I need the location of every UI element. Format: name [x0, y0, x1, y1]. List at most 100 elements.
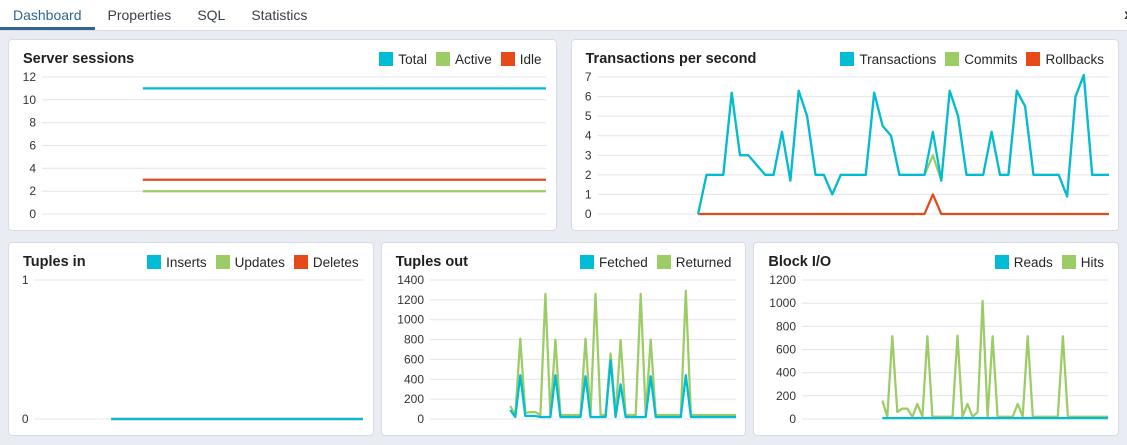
panel-transactions-per-second: Transactions per second Transactions Com… [570, 39, 1119, 231]
svg-text:800: 800 [404, 333, 424, 347]
legend-label: Reads [1013, 254, 1053, 270]
legend-label: Idle [519, 51, 542, 67]
close-icon[interactable]: x [1124, 6, 1127, 22]
legend-swatch-returned [656, 255, 671, 269]
panel-header: Transactions per second Transactions Com… [572, 40, 1119, 69]
legend-item-idle: Idle [500, 51, 542, 67]
panel-header: Server sessions Total Active Idle [9, 40, 556, 69]
svg-text:7: 7 [584, 70, 591, 84]
svg-text:10: 10 [23, 93, 37, 107]
legend: Transactions Commits Rollbacks [840, 52, 1104, 67]
svg-text:1000: 1000 [397, 313, 424, 327]
svg-text:2: 2 [584, 168, 591, 182]
block-io-chart: 0 200 400 600 800 1000 1200 [754, 272, 1118, 435]
svg-text:1: 1 [584, 187, 591, 201]
svg-text:600: 600 [404, 352, 424, 366]
legend-item-rollbacks: Rollbacks [1026, 52, 1104, 67]
panel-block-io: Block I/O Reads Hits 0 200 400 600 800 1000 12… [753, 242, 1120, 436]
legend-item-total: Total [379, 52, 427, 67]
legend-swatch-reads [994, 255, 1009, 269]
transactions-per-second-chart: 0 1 2 3 4 5 6 7 [572, 69, 1119, 230]
legend-swatch-transactions [840, 52, 855, 66]
svg-text:6: 6 [584, 90, 591, 104]
legend-label: Commits [964, 51, 1018, 67]
svg-text:0: 0 [417, 412, 424, 426]
dashboard-content: Server sessions Total Active Idle [0, 31, 1127, 444]
legend-item-transactions: Transactions [840, 52, 936, 67]
svg-text:600: 600 [776, 343, 796, 357]
svg-text:400: 400 [404, 372, 424, 386]
legend-item-reads: Reads [994, 254, 1053, 270]
panel-header: Block I/O Reads Hits [754, 243, 1118, 272]
legend: Reads Hits [994, 254, 1105, 270]
svg-text:4: 4 [584, 129, 591, 143]
legend-item-inserts: Inserts [147, 255, 207, 270]
tab-sql[interactable]: SQL [197, 7, 226, 23]
legend: Fetched Returned [580, 255, 731, 270]
svg-text:1000: 1000 [770, 296, 797, 310]
legend-label: Returned [675, 254, 732, 270]
legend-item-active: Active [435, 51, 492, 67]
panel-title: Server sessions [23, 51, 135, 67]
tab-bar: Dashboard Properties SQL Statistics x [0, 0, 1127, 31]
svg-text:0: 0 [790, 412, 797, 426]
legend-swatch-inserts [147, 255, 162, 269]
svg-text:0: 0 [22, 412, 29, 426]
svg-text:4: 4 [29, 161, 36, 175]
svg-text:200: 200 [404, 392, 424, 406]
legend-label: Transactions [859, 51, 937, 67]
panel-header: Tuples in Inserts Updates Deletes [9, 243, 373, 272]
legend-label: Deletes [312, 254, 359, 270]
svg-text:1200: 1200 [397, 293, 424, 307]
legend-label: Fetched [599, 254, 648, 270]
svg-text:1400: 1400 [397, 273, 424, 287]
svg-text:3: 3 [584, 148, 591, 162]
legend-item-returned: Returned [656, 254, 732, 270]
legend-swatch-fetched [580, 255, 595, 269]
legend-swatch-hits [1061, 255, 1076, 269]
panel-title: Block I/O [768, 254, 832, 270]
panel-title: Transactions per second [585, 51, 757, 67]
svg-text:200: 200 [776, 389, 796, 403]
legend-swatch-updates [215, 255, 230, 269]
legend-swatch-idle [500, 52, 515, 66]
legend-label: Rollbacks [1045, 51, 1104, 67]
svg-text:400: 400 [776, 366, 796, 380]
panel-tuples-in: Tuples in Inserts Updates Deletes [8, 242, 374, 436]
legend-item-commits: Commits [945, 52, 1017, 67]
svg-text:8: 8 [29, 116, 36, 130]
svg-text:0: 0 [584, 207, 591, 221]
legend-item-updates: Updates [215, 254, 285, 270]
legend-label: Inserts [166, 254, 207, 270]
legend-label: Active [454, 51, 492, 67]
panel-title: Tuples in [23, 254, 86, 270]
legend-label: Updates [234, 254, 285, 270]
legend: Inserts Updates Deletes [147, 255, 359, 270]
legend-item-fetched: Fetched [580, 255, 648, 270]
svg-text:1: 1 [22, 273, 29, 287]
svg-text:5: 5 [584, 109, 591, 123]
svg-text:6: 6 [29, 139, 36, 153]
server-sessions-chart: 0 2 4 6 8 10 12 [9, 69, 556, 230]
tuples-out-chart: 0 200 400 600 800 1000 1200 1400 [382, 272, 746, 435]
svg-text:1200: 1200 [770, 273, 797, 287]
panel-server-sessions: Server sessions Total Active Idle [8, 39, 557, 231]
tab-dashboard[interactable]: Dashboard [0, 0, 95, 30]
legend-swatch-deletes [293, 255, 308, 269]
legend-swatch-active [435, 52, 450, 66]
svg-text:12: 12 [23, 70, 37, 84]
panel-header: Tuples out Fetched Returned [382, 243, 746, 272]
panel-title: Tuples out [395, 254, 468, 270]
legend-swatch-rollbacks [1026, 52, 1041, 66]
tab-statistics[interactable]: Statistics [251, 7, 308, 23]
panel-tuples-out: Tuples out Fetched Returned 0 200 400 600 80… [380, 242, 747, 436]
tab-properties[interactable]: Properties [107, 7, 172, 23]
legend-item-hits: Hits [1061, 254, 1105, 270]
svg-text:800: 800 [776, 319, 796, 333]
legend-label: Hits [1080, 254, 1105, 270]
legend-label: Total [398, 51, 427, 67]
svg-text:2: 2 [29, 184, 36, 198]
legend-item-deletes: Deletes [293, 254, 359, 270]
top-row: Server sessions Total Active Idle [8, 39, 1119, 231]
